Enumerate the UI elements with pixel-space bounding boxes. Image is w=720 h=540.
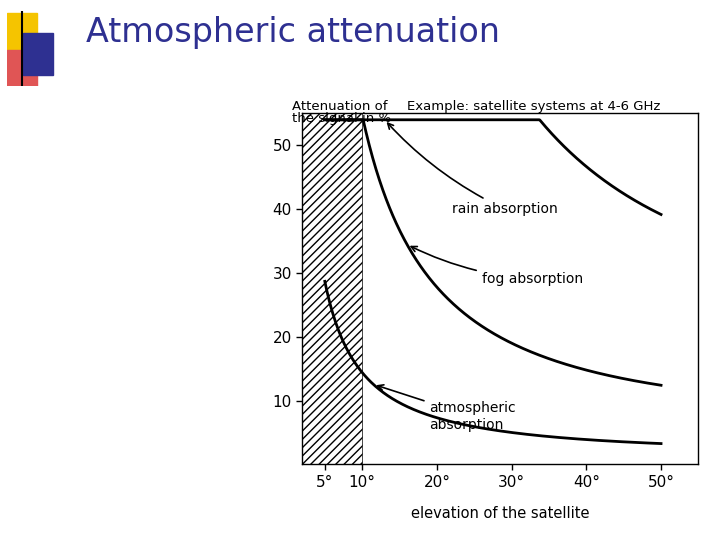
Text: Example: satellite systems at 4-6 GHz: Example: satellite systems at 4-6 GHz xyxy=(407,100,660,113)
Bar xyxy=(7,13,37,55)
Bar xyxy=(23,33,53,75)
Text: atmospheric
absorption: atmospheric absorption xyxy=(378,385,516,431)
Text: fog absorption: fog absorption xyxy=(411,247,583,286)
Text: elevation of the satellite: elevation of the satellite xyxy=(411,506,590,521)
Text: Attenuation of: Attenuation of xyxy=(292,100,387,113)
Bar xyxy=(7,50,37,86)
Text: the signal in %: the signal in % xyxy=(292,112,391,125)
Text: rain absorption: rain absorption xyxy=(387,123,557,216)
Text: Atmospheric attenuation: Atmospheric attenuation xyxy=(86,16,500,49)
